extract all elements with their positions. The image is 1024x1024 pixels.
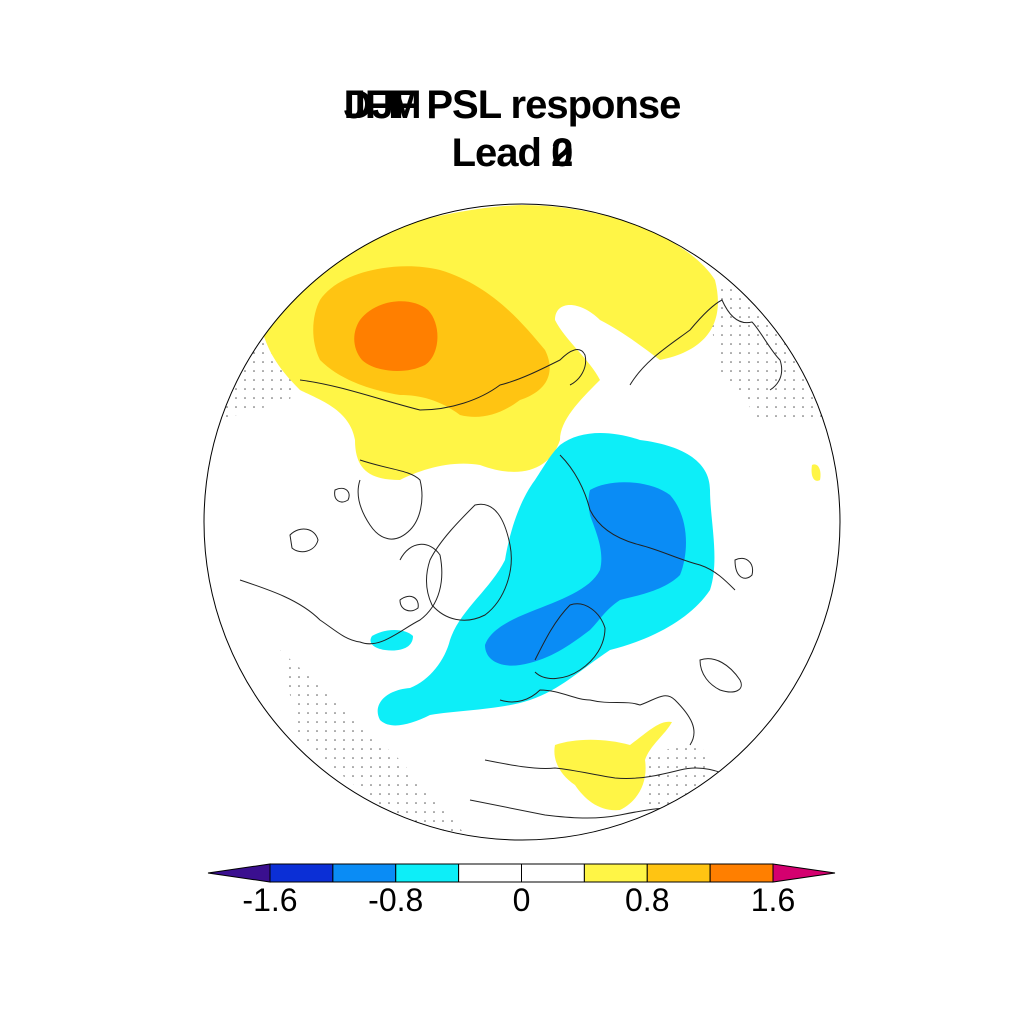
colorbar-box xyxy=(332,863,397,883)
stipple-atlantic-south xyxy=(280,650,470,840)
colorbar xyxy=(207,863,836,883)
colorbar-tick-label: 0 xyxy=(512,882,531,918)
title-line-1: DJF JFM PSL response xyxy=(0,83,1024,128)
stipple-east-asia xyxy=(700,270,830,420)
colorbar-tick-label: -1.6 xyxy=(242,882,298,918)
positive-anomaly-north-pacific-core xyxy=(354,301,438,372)
coast-scandinavia xyxy=(534,603,606,679)
colorbar-box xyxy=(395,863,460,883)
colorbar-extend-low xyxy=(207,863,271,883)
lead-label: Lead xyxy=(451,131,542,175)
coastlines xyxy=(239,299,783,819)
coast-mediterranean xyxy=(484,759,736,781)
colorbar-box xyxy=(583,863,648,883)
coast-alaska-siberia xyxy=(299,349,587,411)
positive-anomaly-east-patch xyxy=(811,464,821,481)
colorbar-tick-label: 1.6 xyxy=(750,882,796,918)
coast-siberia-arctic xyxy=(559,454,736,591)
title-line-2: Lead 0 2 xyxy=(0,131,1024,176)
positive-anomaly-mediterranean xyxy=(554,721,672,811)
globe-outline xyxy=(203,203,841,841)
map-content xyxy=(204,204,840,840)
season-variant-b: JFM xyxy=(343,83,422,127)
negative-anomaly-north-atlantic-core xyxy=(485,482,686,666)
coast-greenland xyxy=(426,503,512,621)
coast-canada xyxy=(239,543,443,645)
coast-north-america-arctic xyxy=(357,459,423,540)
negative-anomaly-west-patch xyxy=(370,630,413,651)
lead-value: 0 2 xyxy=(551,131,573,176)
coast-east-siberia xyxy=(699,557,754,693)
colorbar-box xyxy=(458,863,522,883)
colorbar-box xyxy=(646,863,711,883)
colorbar-box xyxy=(709,863,774,883)
colorbar-box xyxy=(269,863,334,883)
title-field-name: PSL response xyxy=(426,83,681,127)
colorbar-box xyxy=(521,863,585,883)
lead-variant-a: 0 xyxy=(551,131,573,175)
season-label: DJF JFM xyxy=(343,83,422,128)
colorbar-tick-label: 0.8 xyxy=(625,882,670,918)
coast-arctic-islands xyxy=(289,487,419,612)
colorbar-extend-high xyxy=(772,863,836,883)
lead-variant-b: 2 xyxy=(551,131,573,175)
colorbar-tick-label: -0.8 xyxy=(368,882,424,918)
coast-africa xyxy=(469,799,691,819)
season-variant-a: DJF xyxy=(343,83,418,127)
coast-europe xyxy=(499,689,695,746)
coast-east-asia xyxy=(629,299,783,391)
